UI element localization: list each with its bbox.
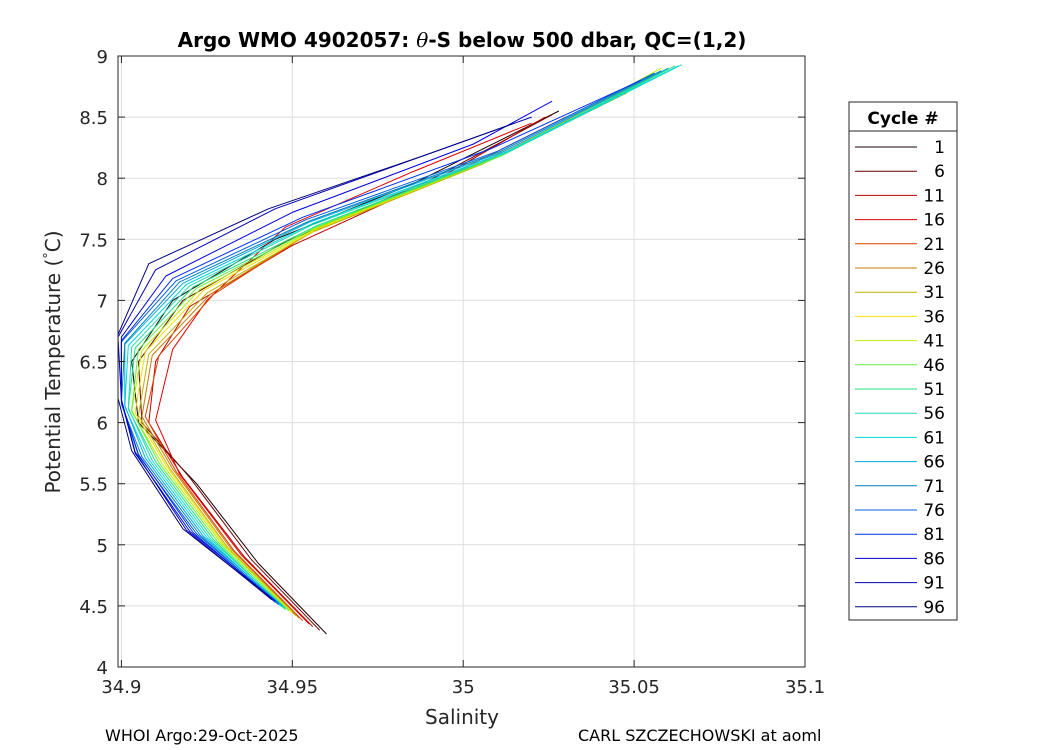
legend-label-cycle-66: 66 — [923, 453, 945, 473]
legend-label-cycle-51: 51 — [923, 380, 945, 400]
legend-title: Cycle # — [867, 109, 938, 129]
title-theta-symbol: θ — [416, 28, 428, 52]
series-line-cycle-86 — [120, 100, 553, 602]
y-axis-label-unit: C) — [41, 230, 65, 252]
series-line-cycle-16 — [155, 122, 532, 625]
legend-label-cycle-26: 26 — [923, 259, 945, 279]
legend-label-cycle-16: 16 — [923, 211, 945, 231]
y-tick-label: 5.5 — [79, 475, 108, 496]
series-line-cycle-56 — [127, 64, 683, 609]
legend-label-cycle-76: 76 — [923, 501, 945, 521]
legend-label-cycle-96: 96 — [923, 598, 945, 618]
title-prefix: Argo WMO 4902057: — [178, 28, 417, 52]
legend-label-cycle-6: 6 — [934, 162, 945, 182]
x-axis-label: Salinity — [425, 705, 499, 729]
legend-label-cycle-71: 71 — [923, 477, 945, 497]
y-tick-label: 7 — [97, 291, 108, 312]
legend-label-cycle-11: 11 — [923, 186, 945, 206]
legend-label-cycle-31: 31 — [923, 283, 945, 303]
legend-label-cycle-46: 46 — [923, 356, 945, 376]
y-tick-label: 4 — [97, 658, 108, 679]
chart-title: Argo WMO 4902057: θ-S below 500 dbar, QC… — [178, 28, 747, 52]
legend-label-cycle-21: 21 — [923, 235, 945, 255]
footer-operator: CARL SZCZECHOWSKI at aoml — [578, 726, 822, 745]
x-tick-label: 35.05 — [608, 677, 660, 698]
y-tick-label: 8.5 — [79, 108, 108, 129]
series-line-cycle-51 — [127, 65, 676, 610]
footer-source-date: WHOI Argo:29-Oct-2025 — [105, 726, 299, 745]
series-line-cycle-61 — [124, 65, 679, 608]
y-axis-label-degree: ° — [42, 252, 57, 259]
grid-lines — [118, 55, 806, 668]
series-line-cycle-46 — [131, 67, 669, 612]
y-axis-label-main: Potential Temperature ( — [41, 259, 65, 494]
legend-label-cycle-1: 1 — [934, 138, 945, 158]
y-tick-label: 6.5 — [79, 353, 108, 374]
legend-label-cycle-86: 86 — [923, 549, 945, 569]
y-tick-label: 9 — [97, 47, 108, 68]
legend: Cycle # 16111621263136414651566166717681… — [848, 101, 958, 621]
legend-label-cycle-81: 81 — [923, 525, 945, 545]
series-line-cycle-71 — [120, 70, 662, 606]
x-tick-label: 34.95 — [267, 677, 319, 698]
legend-label-cycle-56: 56 — [923, 404, 945, 424]
y-tick-label: 7.5 — [79, 230, 108, 251]
legend-label-cycle-36: 36 — [923, 307, 945, 327]
series-line-cycle-31 — [138, 92, 628, 617]
title-suffix: -S below 500 dbar, QC=(1,2) — [428, 28, 746, 52]
y-axis-label: Potential Temperature (°C) — [41, 230, 65, 493]
legend-box — [848, 101, 958, 621]
series-lines — [117, 64, 683, 635]
series-line-cycle-1 — [131, 110, 560, 635]
legend-label-cycle-61: 61 — [923, 428, 945, 448]
legend-label-cycle-41: 41 — [923, 332, 945, 352]
x-tick-label: 34.9 — [101, 677, 141, 698]
axis-ticks: 34.9 34.95 35 35.05 35.1 4 4.5 5 5.5 6 6.5 7 7.5 8 8.5… — [79, 47, 825, 698]
x-tick-label: 35 — [452, 677, 475, 698]
y-tick-label: 4.5 — [79, 597, 108, 618]
x-tick-label: 35.1 — [785, 677, 825, 698]
y-tick-label: 8 — [97, 169, 108, 190]
y-tick-label: 6 — [97, 414, 108, 435]
y-tick-label: 5 — [97, 536, 108, 557]
legend-label-cycle-91: 91 — [923, 574, 945, 594]
